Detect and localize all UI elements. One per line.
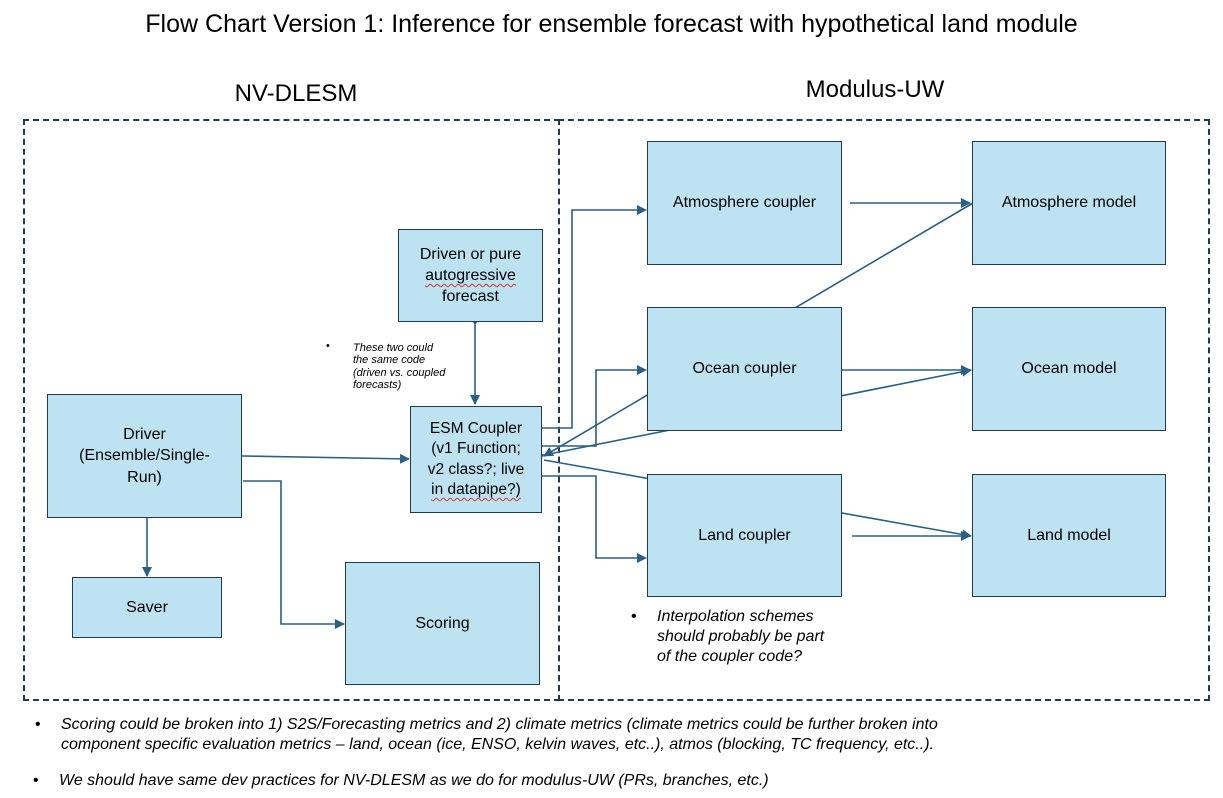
- arrow-esm-ocean-coupler: [542, 365, 647, 447]
- note-same-code-line-1: These two could: [353, 342, 434, 354]
- bullet-scoring-line-1: Scoring could be broken into 1) S2S/Fore…: [61, 716, 938, 733]
- note-interpolation-line-3: of the coupler code?: [657, 648, 802, 665]
- bullet-scoring-line-2: component specific evaluation metrics – …: [61, 736, 934, 753]
- node-scoring: Scoring: [345, 562, 540, 685]
- bullet-dev-practices: • We should have same dev practices for …: [33, 771, 1199, 791]
- note-same-code: These two could the same code (driven vs…: [353, 342, 473, 391]
- bullet-dev-line: We should have same dev practices for NV…: [59, 772, 769, 789]
- note-bullet-glyph: •: [326, 340, 330, 352]
- arrow-esm-land-coupler: [542, 475, 647, 563]
- node-ocean-coupler: Ocean coupler: [647, 307, 842, 431]
- node-esm-line-1: ESM Coupler: [429, 419, 523, 437]
- region-label-nv-dlesm: NV-DLESM: [234, 80, 358, 107]
- bullet-dev-glyph: •: [33, 772, 39, 789]
- node-saver-label: Saver: [126, 598, 168, 616]
- node-land-model-label: Land model: [1027, 526, 1111, 544]
- region-label-modulus-uw: Modulus-UW: [805, 76, 945, 103]
- node-driver-line-2: (Ensemble/Single-: [79, 447, 210, 465]
- bullet-scoring-glyph: •: [35, 716, 41, 733]
- node-atmosphere-model-label: Atmosphere model: [1001, 194, 1137, 212]
- node-driven-forecast: Driven or pure autogressive forecast: [398, 229, 543, 322]
- node-driven-line-2: autogressive: [425, 266, 516, 284]
- node-ocean-coupler-label: Ocean coupler: [692, 360, 797, 378]
- node-land-coupler-label: Land coupler: [698, 526, 791, 544]
- node-driver-line-1: Driver: [123, 426, 166, 444]
- bullet-scoring: • Scoring could be broken into 1) S2S/Fo…: [35, 715, 1201, 755]
- note-same-code-line-2: the same code: [353, 354, 426, 367]
- note-interpolation-line-1: Interpolation schemes: [657, 608, 814, 625]
- node-saver: Saver: [72, 577, 222, 638]
- arrow-driver-esm: [233, 450, 410, 464]
- node-esm-coupler: ESM Coupler (v1 Function; v2 class?; liv…: [410, 406, 542, 513]
- node-atmosphere-coupler: Atmosphere coupler: [647, 141, 842, 265]
- note-interpolation-bullet: •: [631, 608, 637, 625]
- node-driven-line-1: Driven or pure: [419, 245, 522, 263]
- node-driven-line-3: forecast: [442, 288, 499, 306]
- node-scoring-label: Scoring: [415, 614, 470, 632]
- note-interpolation: • Interpolation schemes should probably …: [631, 607, 897, 667]
- node-land-coupler: Land coupler: [647, 474, 842, 597]
- note-same-code-line-4: forecasts): [353, 378, 402, 391]
- arrow-driver-scoring: [243, 480, 345, 629]
- arrow-esm-atmos-coupler: [542, 205, 647, 429]
- node-atmosphere-coupler-label: Atmosphere coupler: [672, 194, 817, 212]
- node-esm-line-4: in datapipe?): [431, 480, 521, 498]
- note-same-code-line-3: (driven vs. coupled: [353, 366, 446, 379]
- node-land-model: Land model: [972, 474, 1166, 597]
- node-esm-line-2: (v1 Function;: [431, 440, 521, 458]
- node-driver-line-3: Run): [127, 468, 162, 486]
- node-ocean-model: Ocean model: [972, 307, 1166, 431]
- node-driver: Driver (Ensemble/Single- Run): [47, 394, 242, 518]
- node-atmosphere-model: Atmosphere model: [972, 141, 1166, 265]
- node-ocean-model-label: Ocean model: [1021, 360, 1117, 378]
- note-interpolation-line-2: should probably be part: [657, 628, 825, 645]
- page-title: Flow Chart Version 1: Inference for ense…: [145, 10, 1078, 38]
- node-esm-line-3: v2 class?; live: [427, 460, 525, 478]
